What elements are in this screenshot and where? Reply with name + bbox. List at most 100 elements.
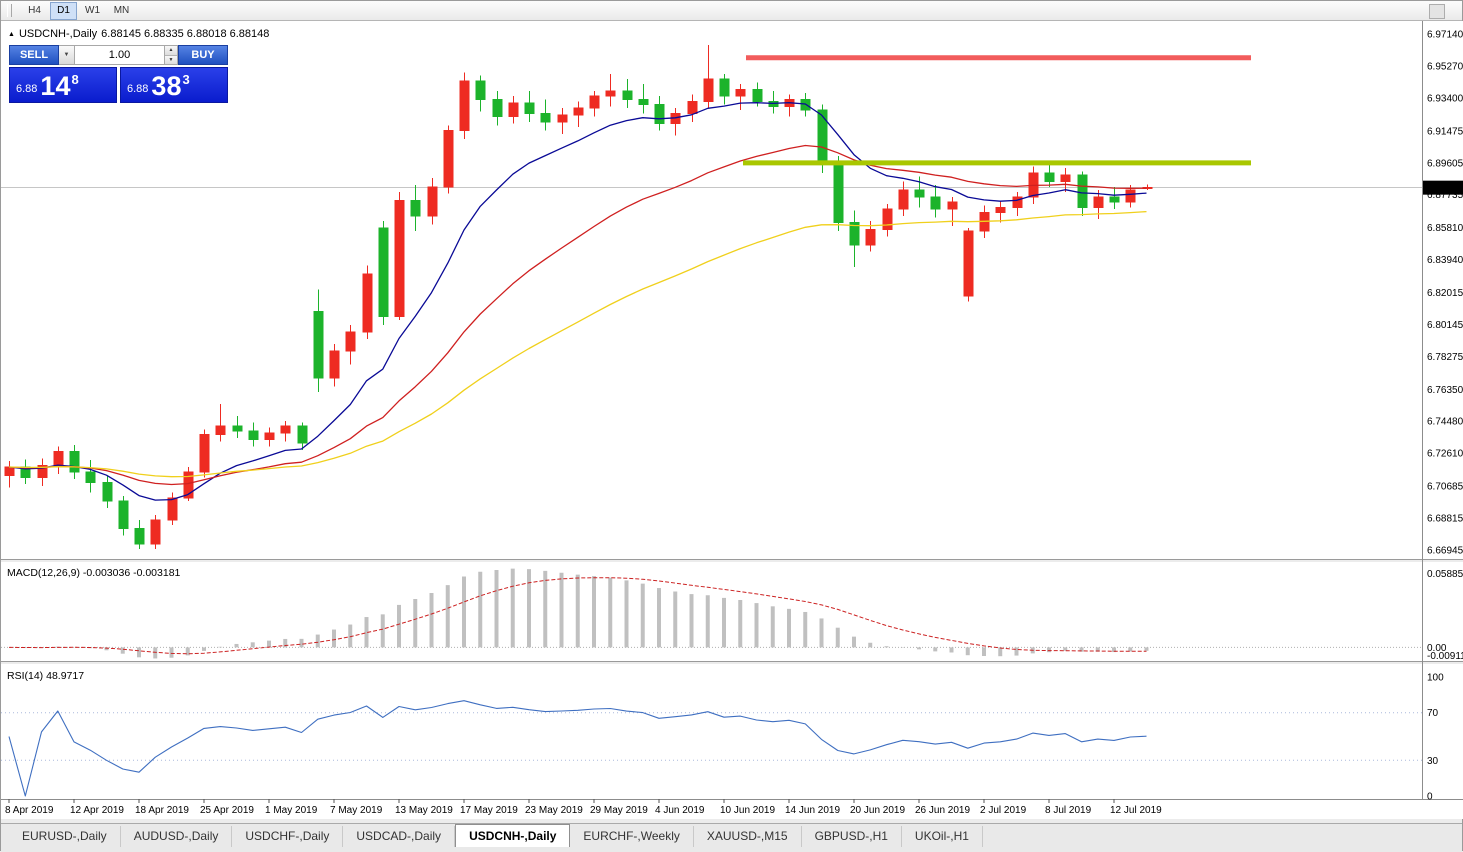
arrow-down-icon: ▼ [168, 56, 174, 63]
svg-text:6.72610: 6.72610 [1427, 449, 1463, 460]
sell-price-prefix: 6.88 [16, 83, 38, 95]
rsi-value: 48.9717 [46, 670, 85, 682]
tab-ukoil-h1[interactable]: UKOil-,H1 [902, 826, 983, 847]
arrow-up-icon: ▲ [168, 47, 174, 54]
svg-text:6.88148: 6.88148 [1426, 183, 1463, 194]
macd-axis: 0.058851 0.00-0.009116 [1427, 569, 1463, 662]
toolbar-grip[interactable] [7, 4, 12, 17]
tab-eurchf-weekly[interactable]: EURCHF-,Weekly [570, 826, 694, 847]
svg-text:6.78275: 6.78275 [1427, 352, 1463, 363]
buy-price-prefix: 6.88 [127, 83, 149, 95]
sell-price-pip: 8 [71, 72, 79, 87]
svg-text:6.97140: 6.97140 [1427, 30, 1463, 41]
toolbar-corner-button[interactable] [1429, 4, 1445, 19]
svg-text:1 May 2019: 1 May 2019 [265, 805, 318, 816]
svg-text:6.85810: 6.85810 [1427, 223, 1463, 234]
svg-text:100: 100 [1427, 673, 1444, 684]
chart-window: 6.97140 6.95270 6.93400 6.91475 6.89605 6.877… [1, 21, 1463, 819]
macd-values: -0.003036 -0.003181 [82, 567, 181, 579]
timeframe-d1[interactable]: D1 [50, 1, 77, 20]
tab-gbpusd-h1[interactable]: GBPUSD-,H1 [802, 826, 902, 847]
volume-up-button[interactable]: ▲ [165, 46, 177, 56]
svg-text:29 May 2019: 29 May 2019 [590, 805, 648, 816]
pane-divider [1, 661, 1463, 664]
sell-button[interactable]: SELL [9, 45, 59, 65]
svg-text:12 Jul 2019: 12 Jul 2019 [1110, 805, 1162, 816]
svg-text:30: 30 [1427, 756, 1439, 767]
rsi-indicator [1, 700, 1423, 797]
tab-xauusd-m15[interactable]: XAUUSD-,M15 [694, 826, 802, 847]
volume-stepper: ▲ ▼ [164, 45, 178, 65]
chart-canvas[interactable]: 6.97140 6.95270 6.93400 6.91475 6.89605 6.877… [1, 21, 1463, 819]
svg-text:7 May 2019: 7 May 2019 [330, 805, 383, 816]
chart-title-symbol: USDCNH-,Daily [18, 28, 98, 40]
tab-audusd-daily[interactable]: AUDUSD-,Daily [121, 826, 233, 847]
svg-text:6.91475: 6.91475 [1427, 126, 1463, 137]
sell-price-box[interactable]: 6.88 14 8 [9, 67, 117, 103]
svg-text:4 Jun 2019: 4 Jun 2019 [655, 805, 705, 816]
volume-input[interactable] [75, 46, 164, 64]
macd-signal-line [8, 577, 1147, 655]
status-bar [1, 847, 1462, 852]
sell-price-main: 14 [40, 71, 71, 101]
svg-text:26 Jun 2019: 26 Jun 2019 [915, 805, 970, 816]
svg-text:14 Jun 2019: 14 Jun 2019 [785, 805, 840, 816]
timeframe-mn[interactable]: MN [113, 5, 130, 16]
tab-usdcnh-daily[interactable]: USDCNH-,Daily [455, 824, 571, 847]
buy-price-pip: 3 [182, 72, 190, 87]
rsi-pane-label: RSI(14) 48.9717 [7, 670, 84, 682]
svg-text:6.80145: 6.80145 [1427, 320, 1463, 331]
svg-text:6.95270: 6.95270 [1427, 61, 1463, 72]
chart-title: ▲ USDCNH-,Daily 6.88145 6.88335 6.88018 … [8, 28, 269, 40]
buy-button[interactable]: BUY [178, 45, 228, 65]
chart-state-icon: ▲ [8, 30, 15, 38]
svg-text:25 Apr 2019: 25 Apr 2019 [200, 805, 254, 816]
chevron-down-icon: ▼ [63, 52, 70, 58]
pane-divider [1, 559, 1463, 562]
svg-text:0: 0 [1427, 792, 1433, 803]
candlestick-series [4, 44, 1153, 550]
svg-text:6.66945: 6.66945 [1427, 546, 1463, 557]
svg-text:-0.009116: -0.009116 [1427, 651, 1463, 662]
svg-text:6.87735: 6.87735 [1427, 190, 1463, 201]
timeframe-toolbar: H4 D1 W1 MN [1, 1, 1462, 21]
svg-text:8 Apr 2019: 8 Apr 2019 [5, 805, 54, 816]
buy-price-main: 38 [151, 71, 182, 101]
rsi-line [8, 700, 1147, 797]
svg-text:10 Jun 2019: 10 Jun 2019 [720, 805, 775, 816]
tab-usdcad-daily[interactable]: USDCAD-,Daily [343, 826, 456, 847]
rsi-name: RSI(14) [7, 670, 44, 682]
svg-text:8 Jul 2019: 8 Jul 2019 [1045, 805, 1092, 816]
ma-line-50 [8, 210, 1147, 478]
chart-tab-bar: EURUSD-,Daily AUDUSD-,Daily USDCHF-,Daily U… [1, 823, 1462, 847]
current-price-tag: 6.88148 [1423, 180, 1463, 195]
svg-text:6.70685: 6.70685 [1427, 482, 1463, 493]
chart-title-ohlc: 6.88145 6.88335 6.88018 6.88148 [101, 28, 270, 40]
svg-text:2 Jul 2019: 2 Jul 2019 [980, 805, 1027, 816]
svg-text:0.058851: 0.058851 [1427, 569, 1463, 580]
svg-text:17 May 2019: 17 May 2019 [460, 805, 518, 816]
svg-text:70: 70 [1427, 708, 1439, 719]
tab-usdchf-daily[interactable]: USDCHF-,Daily [232, 826, 344, 847]
macd-indicator [1, 568, 1423, 659]
svg-text:6.93400: 6.93400 [1427, 93, 1463, 104]
svg-text:13 May 2019: 13 May 2019 [395, 805, 453, 816]
date-axis: 8 Apr 2019 12 Apr 2019 18 Apr 2019 25 Apr 2… [5, 799, 1162, 816]
one-click-trade-panel: SELL ▼ ▲ ▼ BUY 6.88 14 8 [9, 45, 228, 103]
tab-eurusd-daily[interactable]: EURUSD-,Daily [9, 826, 121, 847]
timeframe-h4[interactable]: H4 [28, 5, 41, 16]
svg-text:6.83940: 6.83940 [1427, 255, 1463, 266]
svg-text:0.00: 0.00 [1427, 643, 1447, 654]
svg-text:6.76350: 6.76350 [1427, 385, 1463, 396]
svg-text:6.89605: 6.89605 [1427, 158, 1463, 169]
svg-text:6.74480: 6.74480 [1427, 417, 1463, 428]
order-type-dropdown[interactable]: ▼ [59, 45, 75, 65]
svg-text:20 Jun 2019: 20 Jun 2019 [850, 805, 905, 816]
timeframe-w1[interactable]: W1 [85, 5, 100, 16]
buy-price-box[interactable]: 6.88 38 3 [120, 67, 228, 103]
ma-line-25 [8, 144, 1147, 486]
price-axis: 6.97140 6.95270 6.93400 6.91475 6.89605 6.877… [1, 21, 1463, 800]
volume-down-button[interactable]: ▼ [165, 55, 177, 64]
timeframe-buttons: H4 D1 W1 MN [21, 1, 137, 20]
